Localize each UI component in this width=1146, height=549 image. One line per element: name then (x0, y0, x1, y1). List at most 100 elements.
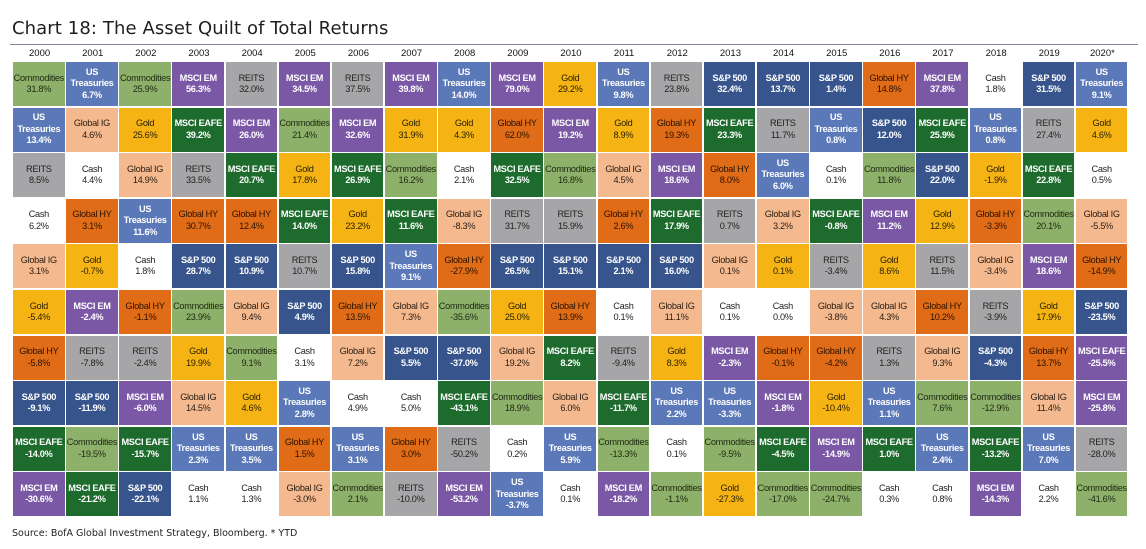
asset-label: REITS (1035, 118, 1062, 129)
asset-label: Global HY (816, 346, 856, 357)
asset-label: MSCI EM (711, 346, 749, 357)
asset-label: REITS (185, 163, 212, 174)
quilt-cell: Global HY 13.5% (331, 290, 384, 335)
year-header: 2014 (773, 48, 795, 59)
asset-label: Global HY (1028, 346, 1069, 357)
quilt-cell: MSCI EAFE 39.2% (172, 107, 225, 152)
asset-label: Global HY (550, 300, 590, 311)
quilt-cell: Commodities 23.9% (172, 290, 225, 335)
asset-label: MSCI EAFE (121, 437, 169, 448)
return-value: 26.0% (239, 129, 264, 140)
quilt-cell: US Treasuries -3.3% (703, 381, 756, 426)
quilt-cell: S&P 500 28.7% (172, 244, 225, 289)
return-value: -3.7% (505, 500, 529, 511)
asset-label: US Treasuries (655, 385, 698, 408)
quilt-cell: S&P 500 16.0% (650, 244, 703, 289)
return-value: 22.0% (929, 175, 955, 186)
year-header: 2015 (826, 48, 848, 59)
return-value: 9.1% (1091, 89, 1112, 100)
asset-label: Gold (986, 163, 1005, 174)
quilt-cell: S&P 500 26.5% (491, 244, 543, 289)
quilt-cell: REITS 32.0% (225, 62, 278, 107)
quilt-cell: Commodities -19.5% (66, 426, 118, 471)
quilt-cell: Global HY 12.4% (225, 198, 278, 243)
quilt-cell: S&P 500 -11.9% (66, 381, 118, 426)
return-value: 6.7% (82, 89, 102, 100)
quilt-cell: Global IG 19.2% (491, 335, 543, 380)
asset-label: US Treasuries (336, 431, 380, 454)
quilt-cell: MSCI EAFE -21.2% (66, 472, 118, 517)
return-value: 17.8% (292, 175, 317, 186)
quilt-cell: REITS -50.2% (438, 426, 490, 471)
quilt-cell: Commodities 25.9% (119, 62, 171, 107)
asset-label: Global IG (552, 391, 589, 402)
asset-label: Cash (134, 254, 156, 265)
return-value: -8.3% (452, 220, 476, 231)
quilt-cell: Global IG 14.9% (119, 153, 171, 198)
return-value: -0.7% (80, 266, 104, 277)
return-value: -27.3% (716, 494, 744, 505)
return-value: 9.8% (613, 89, 634, 100)
return-value: 0.1% (826, 175, 846, 186)
asset-label: MSCI EAFE (599, 391, 648, 402)
quilt-cell: Commodities -41.6% (1075, 472, 1128, 517)
year-header: 2009 (507, 48, 529, 59)
asset-label: Gold (933, 209, 952, 220)
quilt-cell: MSCI EAFE 26.9% (331, 153, 384, 198)
quilt-cell: MSCI EM -25.8% (1075, 381, 1128, 426)
quilt-cell: REITS -10.0% (385, 472, 437, 517)
return-value: -22.1% (131, 494, 159, 505)
asset-label: Commodities (226, 346, 277, 357)
return-value: -10.4% (822, 403, 850, 414)
asset-label: REITS (1088, 437, 1115, 448)
asset-quilt-grid: 2000 2001 2002 2003 2004 2005 2006 2007 2008 2009… (13, 46, 1129, 518)
return-value: 20.1% (1036, 220, 1061, 231)
quilt-cell: US Treasuries 3.5% (225, 426, 278, 471)
asset-label: MSCI EAFE (68, 482, 116, 493)
quilt-cell: Commodities -17.0% (757, 472, 809, 517)
return-value: 23.2% (345, 220, 370, 231)
quilt-cell: US Treasuries 6.0% (757, 153, 809, 198)
quilt-cell: Gold 8.6% (863, 244, 915, 289)
asset-label: S&P 500 (871, 118, 907, 129)
asset-label: MSCI EAFE (971, 437, 1020, 448)
return-value: 25.6% (132, 129, 158, 140)
quilt-cell: Cash 0.1% (597, 290, 650, 335)
quilt-cell: Global IG -3.0% (278, 472, 331, 517)
return-value: 31.7% (504, 220, 530, 231)
quilt-cell: MSCI EM 79.0% (491, 62, 543, 107)
quilt-cell: Global IG 11.4% (1022, 381, 1075, 426)
quilt-cell: Gold -5.4% (13, 290, 65, 335)
return-value: 1.1% (188, 494, 209, 505)
return-value: 0.1% (719, 312, 740, 323)
asset-label: Commodities (279, 118, 330, 129)
quilt-cell: MSCI EAFE 22.8% (1022, 153, 1075, 198)
quilt-cell: Commodities 16.8% (544, 153, 597, 198)
quilt-cell: Cash 4.9% (331, 381, 384, 426)
asset-label: MSCI EM (445, 482, 483, 493)
quilt-cell: Cash 1.1% (172, 472, 225, 517)
quilt-cell: Cash 0.8% (916, 472, 969, 517)
return-value: 2.1% (613, 266, 634, 277)
quilt-cell: US Treasuries 7.0% (1022, 426, 1075, 471)
return-value: 0.1% (560, 494, 581, 505)
asset-label: Cash (347, 391, 369, 402)
return-value: 7.2% (347, 357, 368, 368)
quilt-cell: Global HY -14.9% (1075, 244, 1128, 289)
return-value: 8.9% (613, 129, 634, 140)
asset-label: Commodities (545, 163, 596, 174)
quilt-cell: Cash 0.3% (863, 472, 915, 517)
asset-label: S&P 500 (978, 346, 1013, 357)
quilt-cell: REITS -3.9% (969, 290, 1022, 335)
quilt-cell: REITS -3.4% (810, 244, 862, 289)
asset-label: US Treasuries (283, 385, 326, 408)
quilt-cell: Commodities -35.6% (438, 290, 490, 335)
asset-label: MSCI EAFE (759, 437, 807, 448)
quilt-cell: US Treasuries 9.8% (597, 62, 650, 107)
return-value: 9.4% (241, 312, 262, 323)
asset-label: Gold (295, 163, 314, 174)
return-value: 31.8% (26, 84, 52, 95)
asset-label: Global IG (445, 209, 483, 220)
asset-label: Cash (932, 482, 953, 493)
quilt-cell: MSCI EAFE 23.3% (703, 107, 756, 152)
